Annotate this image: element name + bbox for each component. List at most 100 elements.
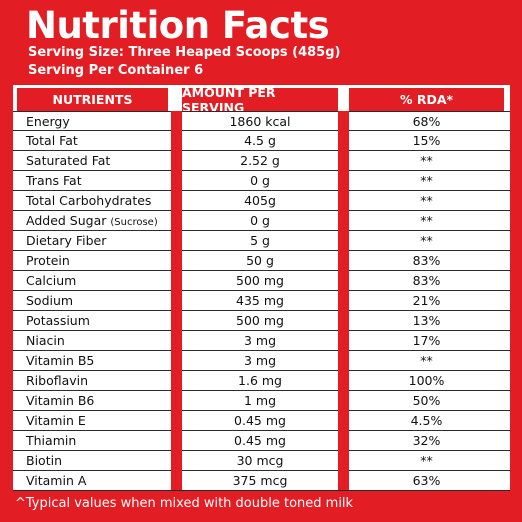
table-row: Vitamin E 0.45 mg 4.5% (13, 411, 510, 431)
rda-value: 68% (412, 114, 441, 129)
table-row: Sodium 435 mg 21% (13, 291, 510, 311)
serving-size: Serving Size: Three Heaped Scoops (485g) (28, 45, 341, 60)
rda-value: 32% (412, 433, 441, 448)
amount-value: 0.45 mg (234, 413, 286, 428)
rda-value: ** (420, 353, 433, 368)
nutrient-label: Added Sugar (26, 213, 107, 228)
servings-per-container: Serving Per Container 6 (28, 63, 204, 78)
nutrient-name: Vitamin E (26, 411, 86, 430)
nutrient-name: Sodium (26, 291, 73, 310)
amount-value: 3 mg (243, 353, 277, 368)
nutrient-name: Energy (26, 112, 70, 131)
rda-value: ** (420, 173, 433, 188)
amount-value: 1.6 mg (238, 373, 282, 388)
rda-value: ** (420, 213, 433, 228)
table-row: Protein 50 g 83% (13, 251, 510, 271)
header-rda: % RDA* (349, 88, 504, 111)
nutrient-label: Dietary Fiber (26, 233, 107, 248)
nutrient-label: Protein (26, 253, 70, 268)
nutrient-label: Energy (26, 114, 70, 129)
table-row: Thiamin 0.45 mg 32% (13, 431, 510, 451)
rda-value: 13% (412, 313, 441, 328)
rda-value: 83% (412, 253, 441, 268)
nutrient-name: Vitamin B6 (26, 391, 94, 410)
nutrient-label: Biotin (26, 453, 62, 468)
nutrient-label: Vitamin B6 (26, 393, 95, 408)
rda-value: ** (420, 233, 433, 248)
column-divider (171, 111, 182, 490)
table-row: Vitamin B5 3 mg ** (13, 351, 510, 371)
amount-value: 1860 kcal (229, 114, 291, 129)
rda-value: ** (420, 193, 433, 208)
nutrient-label: Trans Fat (26, 173, 82, 188)
rda-value: 50% (412, 393, 441, 408)
nutrient-name: Niacin (26, 331, 65, 350)
table-row: Potassium 500 mg 13% (13, 311, 510, 331)
nutrient-label: Riboflavin (26, 373, 89, 388)
table-row: Calcium 500 mg 83% (13, 271, 510, 291)
rda-value: ** (420, 153, 433, 168)
rda-value: 4.5% (410, 413, 443, 428)
nutrient-name: Riboflavin (26, 371, 88, 390)
table-row: Vitamin A 375 mcg 63% (13, 471, 510, 491)
rda-value: 63% (412, 473, 441, 488)
nutrient-label: Potassium (26, 313, 90, 328)
table-row: Riboflavin 1.6 mg 100% (13, 371, 510, 391)
nutrient-name: Vitamin A (26, 471, 86, 490)
rda-value: 21% (412, 293, 441, 308)
amount-value: 3 mg (243, 333, 277, 348)
table-row: Added Sugar (Sucrose) 0 g ** (13, 211, 510, 231)
nutrient-label: Total Carbohydrates (26, 193, 152, 208)
nutrient-name: Total Fat (26, 131, 78, 150)
table-row: Total Fat 4.5 g 15% (13, 131, 510, 151)
amount-value: 1 mg (243, 393, 277, 408)
header-nutrients: NUTRIENTS (17, 88, 168, 111)
footnote: ^Typical values when mixed with double t… (15, 496, 354, 511)
amount-value: 4.5 g (244, 133, 276, 148)
amount-value: 500 mg (236, 273, 284, 288)
amount-value: 0.45 mg (234, 433, 286, 448)
nutrient-name: Biotin (26, 451, 62, 470)
amount-value: 375 mcg (232, 473, 288, 488)
table-row: Biotin 30 mcg ** (13, 451, 510, 471)
amount-value: 5 g (250, 233, 270, 248)
table-row: Saturated Fat 2.52 g ** (13, 151, 510, 171)
amount-value: 0 g (250, 173, 270, 188)
amount-value: 2.52 g (240, 153, 280, 168)
nutrient-label: Vitamin A (26, 473, 87, 488)
nutrient-name: Thiamin (26, 431, 76, 450)
rda-value: ** (420, 453, 433, 468)
nutrient-label: Niacin (26, 333, 65, 348)
nutrient-name: Protein (26, 251, 70, 270)
table-body: Energy 1860 kcal 68% Total Fat 4.5 g 15% Satur… (13, 111, 510, 491)
header-amount: AMOUNT PER SERVING (182, 85, 338, 115)
amount-value: 500 mg (236, 313, 284, 328)
nutrient-name: Added Sugar (Sucrose) (26, 211, 158, 230)
nutrient-label: Calcium (26, 273, 77, 288)
nutrient-name: Calcium (26, 271, 76, 290)
nutrient-label: Total Fat (26, 133, 78, 148)
table-row: Energy 1860 kcal 68% (13, 111, 510, 131)
rda-value: 17% (412, 333, 441, 348)
table-row: Trans Fat 0 g ** (13, 171, 510, 191)
nutrient-name: Potassium (26, 311, 90, 330)
amount-value: 30 mcg (236, 453, 284, 468)
nutrient-name: Trans Fat (26, 171, 82, 190)
nutrient-label: Vitamin B5 (26, 353, 95, 368)
page-title: Nutrition Facts (26, 4, 330, 47)
nutrient-name: Saturated Fat (26, 151, 110, 170)
nutrient-name: Dietary Fiber (26, 231, 106, 250)
nutrition-table (13, 85, 510, 490)
amount-value: 435 mg (236, 293, 284, 308)
amount-value: 405g (244, 193, 276, 208)
rda-value: 15% (412, 133, 441, 148)
table-row: Vitamin B6 1 mg 50% (13, 391, 510, 411)
amount-value: 50 g (246, 253, 274, 268)
nutrient-note: (Sucrose) (110, 217, 158, 228)
nutrient-label: Vitamin E (26, 413, 86, 428)
table-row: Dietary Fiber 5 g ** (13, 231, 510, 251)
rda-value: 83% (412, 273, 441, 288)
amount-value: 0 g (250, 213, 270, 228)
nutrient-label: Sodium (26, 293, 74, 308)
rda-value: 100% (408, 373, 445, 388)
